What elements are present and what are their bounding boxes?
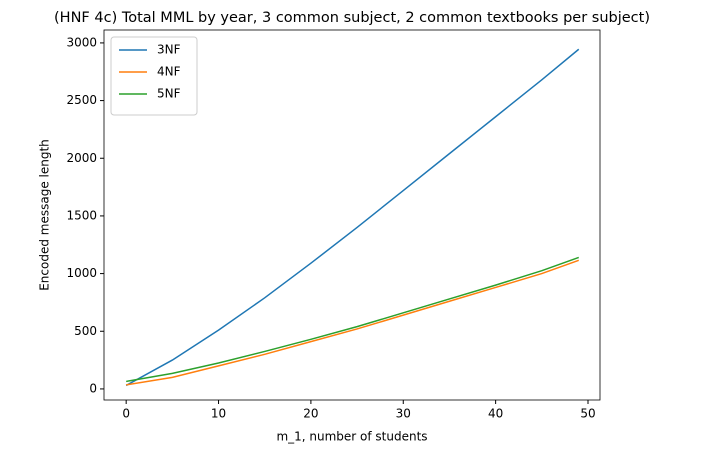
y-tick-label: 2500 bbox=[66, 93, 97, 107]
line-series bbox=[126, 259, 580, 386]
y-tick-label: 1000 bbox=[66, 266, 97, 280]
plot-frame bbox=[103, 29, 601, 401]
x-axis-label: m_1, number of students bbox=[276, 430, 427, 444]
y-tick-label: 500 bbox=[74, 324, 97, 338]
y-axis-label: Encoded message length bbox=[38, 139, 52, 291]
x-tick-label: 0 bbox=[122, 407, 130, 421]
legend-label: 5NF bbox=[157, 87, 181, 101]
x-tick-label: 50 bbox=[580, 407, 595, 421]
x-tick-label: 10 bbox=[211, 407, 226, 421]
legend-label: 4NF bbox=[157, 65, 181, 79]
line-series bbox=[125, 48, 580, 387]
legend: 3NF 4NF 5NF bbox=[110, 36, 198, 116]
legend-label: 3NF bbox=[157, 43, 181, 57]
x-tick-label: 40 bbox=[488, 407, 503, 421]
legend-box bbox=[110, 36, 198, 116]
x-tick-label: 20 bbox=[303, 407, 318, 421]
line-series bbox=[126, 256, 580, 383]
y-tick-label: 0 bbox=[89, 381, 97, 395]
y-tick-label: 3000 bbox=[66, 35, 97, 49]
y-tick-label: 1500 bbox=[66, 208, 97, 222]
x-tick-label: 30 bbox=[396, 407, 411, 421]
chart-title: (HNF 4c) Total MML by year, 3 common sub… bbox=[54, 10, 650, 26]
y-tick-label: 2000 bbox=[66, 151, 97, 165]
